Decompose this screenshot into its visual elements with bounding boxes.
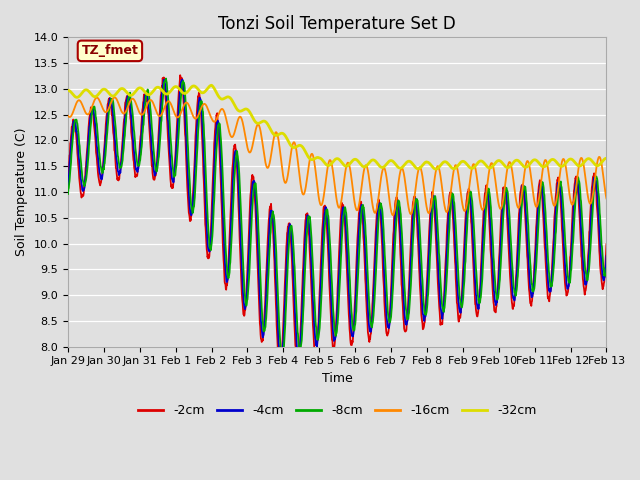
Text: TZ_fmet: TZ_fmet	[81, 44, 138, 57]
Y-axis label: Soil Temperature (C): Soil Temperature (C)	[15, 128, 28, 256]
X-axis label: Time: Time	[322, 372, 353, 385]
Title: Tonzi Soil Temperature Set D: Tonzi Soil Temperature Set D	[218, 15, 456, 33]
Legend: -2cm, -4cm, -8cm, -16cm, -32cm: -2cm, -4cm, -8cm, -16cm, -32cm	[133, 399, 541, 422]
